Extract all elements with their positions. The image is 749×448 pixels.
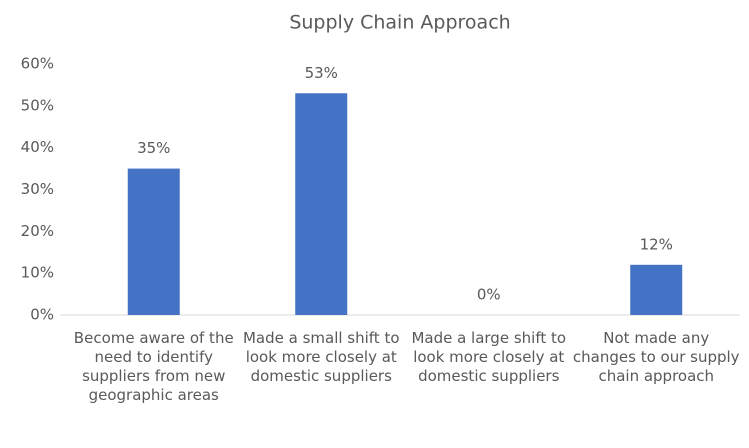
bar [295, 93, 348, 316]
x-tick-label: Made a small shift to look more closely … [242, 329, 400, 385]
value-label: 0% [477, 286, 501, 304]
y-tick-label: 30% [21, 180, 54, 198]
x-tick-label: Become aware of the need to identify sup… [73, 329, 234, 404]
bar [127, 168, 180, 315]
y-tick-label: 50% [21, 96, 54, 114]
value-label: 12% [640, 235, 673, 253]
value-label: 53% [305, 64, 338, 82]
x-tick-label: Not made any changes to our supply chain… [572, 329, 740, 385]
y-tick-label: 0% [30, 306, 54, 324]
chart-title: Supply Chain Approach [289, 12, 510, 34]
y-tick-label: 40% [21, 138, 54, 156]
value-label: 35% [137, 139, 170, 157]
x-tick-label: Made a large shift to look more closely … [411, 329, 567, 385]
y-tick-label: 20% [21, 222, 54, 240]
y-tick-label: 10% [21, 264, 54, 282]
bar [630, 264, 683, 315]
y-tick-label: 60% [21, 55, 54, 73]
